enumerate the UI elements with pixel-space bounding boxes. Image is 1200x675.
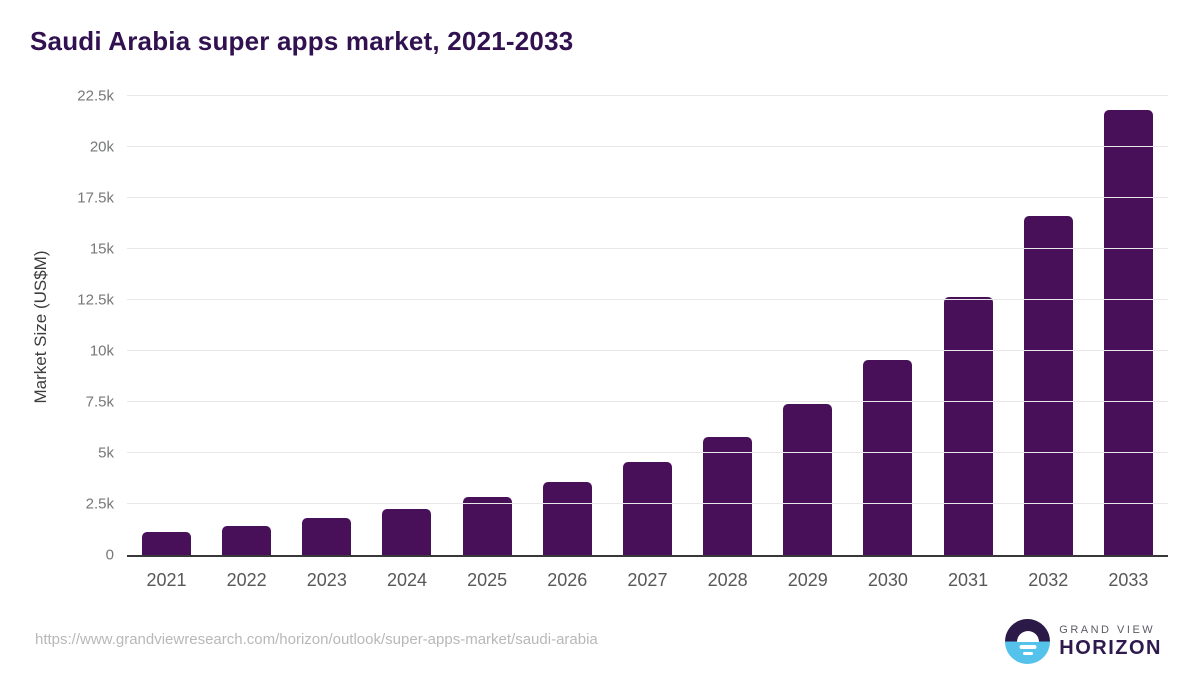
bar-2030[interactable] bbox=[863, 360, 913, 555]
x-axis-labels: 2021 2022 2023 2024 2025 2026 2027 2028 2029 2030… bbox=[127, 570, 1168, 591]
logo-reflection-line2-icon bbox=[1022, 651, 1033, 655]
bar-2021[interactable] bbox=[142, 531, 191, 555]
gridline-2.5k bbox=[127, 503, 1168, 504]
bar-2025[interactable] bbox=[462, 496, 512, 555]
x-tick-2021: 2021 bbox=[146, 570, 187, 590]
grand-view-horizon-logo: GRAND VIEW HORIZON bbox=[1005, 619, 1162, 664]
y-axis-title: Market Size (US$M) bbox=[31, 250, 50, 404]
logo-dome-icon bbox=[1016, 630, 1039, 642]
y-tick-12.5k: 12.5k bbox=[77, 291, 114, 309]
bar-2026[interactable] bbox=[542, 481, 592, 555]
chart-title: Saudi Arabia super apps market, 2021-203… bbox=[30, 26, 574, 56]
gridline-22.5k bbox=[127, 95, 1168, 96]
y-tick-15k: 15k bbox=[89, 240, 114, 258]
gridline-7.5k bbox=[127, 401, 1168, 403]
bar-2029[interactable] bbox=[783, 404, 833, 555]
x-tick-2023: 2023 bbox=[306, 570, 347, 590]
y-tick-20k: 20k bbox=[89, 138, 114, 156]
x-tick-2033: 2033 bbox=[1108, 570, 1149, 590]
bar-2024[interactable] bbox=[382, 509, 432, 555]
x-tick-2025: 2025 bbox=[467, 570, 508, 590]
logo-reflection-line-icon bbox=[1019, 645, 1037, 649]
bar-2027[interactable] bbox=[622, 462, 672, 555]
bar-2022[interactable] bbox=[222, 526, 272, 555]
gridline-10k bbox=[127, 350, 1168, 351]
logo-top-text: GRAND VIEW bbox=[1059, 623, 1156, 636]
x-tick-2030: 2030 bbox=[867, 570, 908, 590]
x-tick-2032: 2032 bbox=[1028, 570, 1069, 590]
y-tick-7.5k: 7.5k bbox=[85, 393, 114, 411]
y-tick-10k: 10k bbox=[89, 342, 114, 360]
plot-area: 0 2.5k 5k 7.5k 10k 12.5k 15k 17.5k 20k 22.5k bbox=[77, 88, 1168, 564]
x-tick-2024: 2024 bbox=[386, 570, 427, 590]
y-tick-17.5k: 17.5k bbox=[77, 189, 114, 207]
bar-2032[interactable] bbox=[1023, 216, 1073, 555]
gridline-17.5k bbox=[127, 197, 1168, 198]
gridline-5k bbox=[127, 452, 1168, 453]
gridline-20k bbox=[127, 146, 1168, 147]
x-tick-2027: 2027 bbox=[627, 570, 668, 590]
logo-text: GRAND VIEW HORIZON bbox=[1059, 624, 1162, 660]
x-tick-2029: 2029 bbox=[787, 570, 828, 590]
bars-container bbox=[127, 96, 1168, 555]
gridline-12.5k bbox=[127, 299, 1168, 300]
y-tick-22.5k: 22.5k bbox=[77, 87, 114, 105]
y-tick-5k: 5k bbox=[98, 444, 114, 462]
logo-bottom-text: HORIZON bbox=[1059, 636, 1162, 659]
bar-2023[interactable] bbox=[302, 518, 352, 555]
x-tick-2026: 2026 bbox=[547, 570, 588, 590]
x-tick-2022: 2022 bbox=[226, 570, 267, 590]
gridline-15k bbox=[127, 248, 1168, 250]
horizon-logo-icon bbox=[1005, 619, 1051, 664]
x-tick-2031: 2031 bbox=[948, 570, 989, 590]
y-tick-0: 0 bbox=[105, 546, 114, 564]
bar-2031[interactable] bbox=[943, 296, 993, 555]
bar-2028[interactable] bbox=[703, 436, 753, 555]
source-url: https://www.grandviewresearch.com/horizo… bbox=[35, 631, 598, 648]
bar-2033[interactable] bbox=[1103, 110, 1153, 555]
y-tick-2.5k: 2.5k bbox=[85, 495, 114, 513]
x-tick-2028: 2028 bbox=[707, 570, 748, 590]
